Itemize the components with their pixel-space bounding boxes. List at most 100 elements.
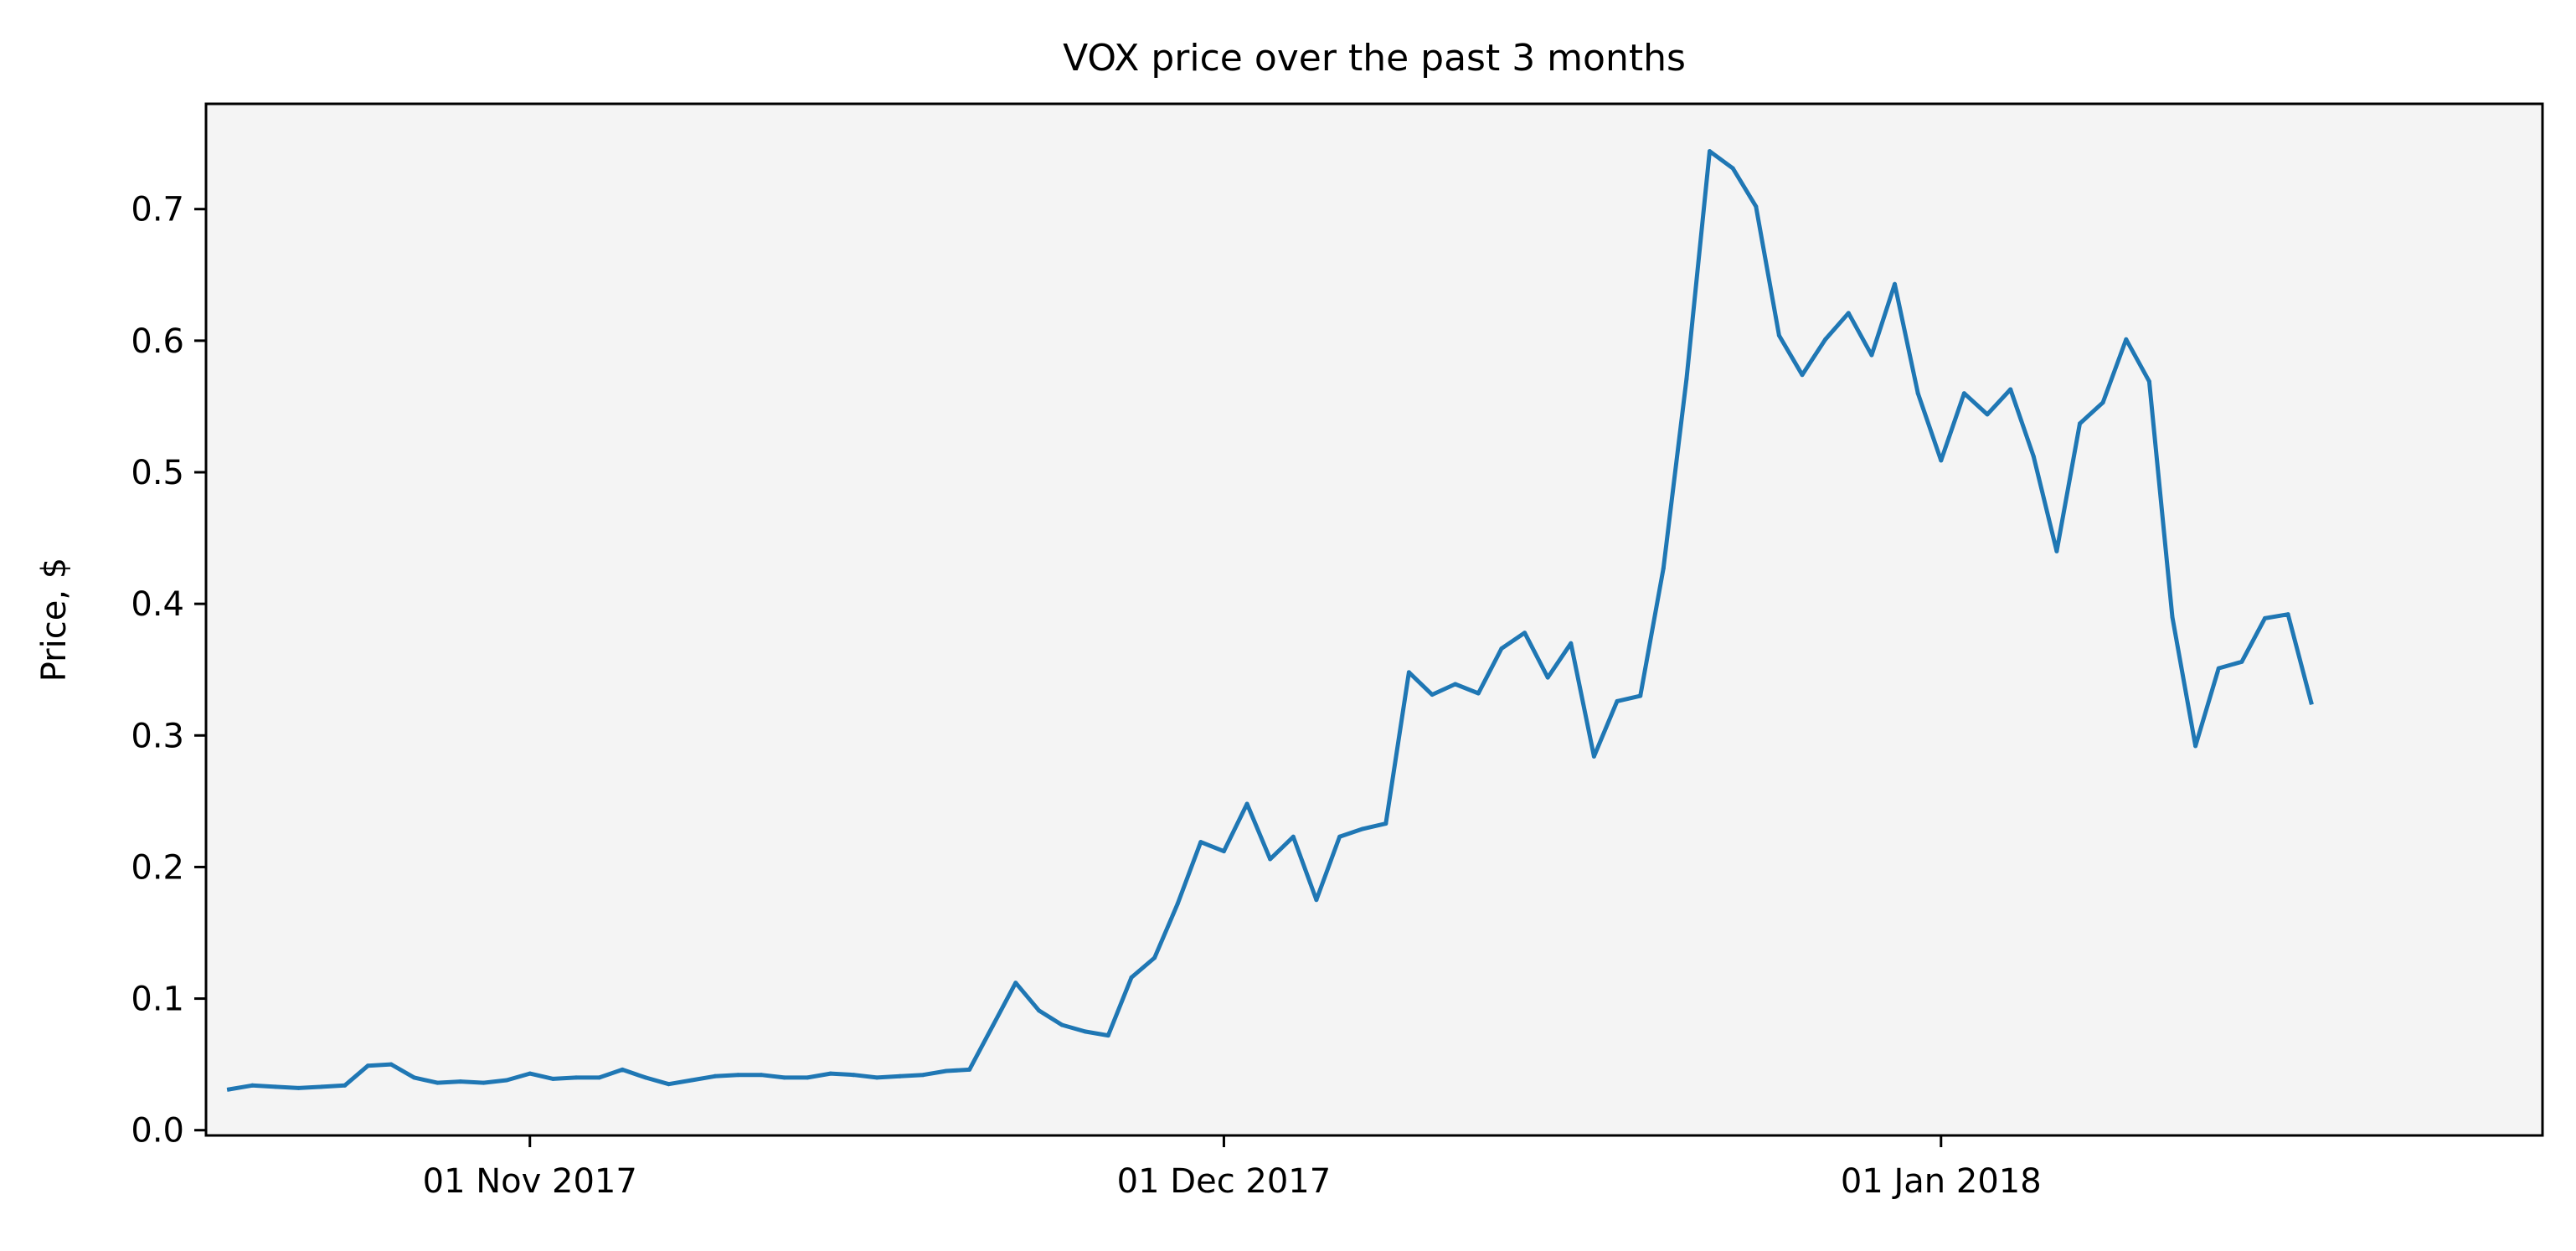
- data-point: [1037, 1008, 1041, 1013]
- data-point: [1893, 281, 1897, 286]
- data-point: [2008, 387, 2013, 392]
- data-point: [967, 1067, 972, 1072]
- data-point: [713, 1073, 718, 1079]
- y-tick-label: 0.6: [131, 322, 184, 361]
- data-point: [343, 1083, 348, 1088]
- data-point: [620, 1067, 625, 1072]
- x-tick-label: 01 Jan 2018: [1841, 1162, 2042, 1201]
- data-point: [1591, 754, 1596, 759]
- data-point: [1175, 901, 1180, 906]
- data-point: [1291, 834, 1296, 839]
- y-tick-label: 0.0: [131, 1112, 184, 1151]
- data-point: [1823, 337, 1828, 342]
- data-point: [2193, 744, 2198, 749]
- data-point: [1430, 692, 1435, 698]
- data-point: [852, 1073, 856, 1078]
- y-axis: 0.0 0.1 0.2 0.3 0.4 0.5 0.6 0.7: [131, 191, 206, 1151]
- data-point: [920, 1073, 925, 1078]
- data-point: [1476, 691, 1481, 696]
- y-tick-label: 0.7: [131, 191, 184, 229]
- data-point: [2100, 400, 2105, 405]
- data-point: [805, 1075, 810, 1080]
- data-point: [944, 1068, 949, 1073]
- data-point: [1337, 834, 1342, 839]
- data-point: [1244, 801, 1249, 806]
- data-point: [1915, 391, 1920, 396]
- data-point: [389, 1062, 394, 1067]
- series-layer: [226, 149, 2314, 1092]
- data-point: [227, 1087, 232, 1092]
- data-point: [828, 1071, 833, 1076]
- data-point: [643, 1075, 648, 1080]
- data-point: [1105, 1033, 1110, 1038]
- data-point: [1869, 353, 1874, 358]
- data-point: [1638, 693, 1643, 698]
- data-point: [1684, 376, 1689, 381]
- data-point: [1360, 826, 1365, 831]
- data-point: [1661, 566, 1666, 571]
- y-tick-label: 0.3: [131, 717, 184, 755]
- data-point: [782, 1075, 787, 1080]
- data-point: [504, 1078, 509, 1083]
- data-point: [273, 1084, 278, 1089]
- data-point: [759, 1073, 764, 1078]
- data-point: [319, 1084, 324, 1089]
- data-point: [2239, 659, 2244, 664]
- data-point: [1846, 311, 1851, 316]
- data-point: [1522, 631, 1528, 636]
- data-point: [2031, 454, 2036, 459]
- data-point: [550, 1076, 555, 1081]
- data-point: [1985, 412, 1990, 417]
- data-point: [2263, 615, 2267, 620]
- data-point: [990, 1024, 995, 1029]
- y-axis-label: Price, $: [35, 558, 74, 682]
- data-point: [1013, 981, 1018, 986]
- y-tick-label: 0.2: [131, 848, 184, 887]
- data-point: [874, 1075, 879, 1080]
- plot-area: [206, 104, 2543, 1135]
- data-point: [2170, 615, 2175, 620]
- x-tick-label: 01 Dec 2017: [1117, 1162, 1332, 1201]
- data-point: [1383, 821, 1388, 826]
- data-point: [2054, 548, 2059, 553]
- x-axis: 01 Nov 2017 01 Dec 2017 01 Jan 2018: [423, 1135, 2042, 1201]
- data-point: [1754, 204, 1759, 209]
- data-point: [1730, 166, 1735, 171]
- data-point: [528, 1071, 533, 1076]
- data-point: [1152, 955, 1157, 960]
- data-point: [667, 1082, 671, 1087]
- data-point: [412, 1075, 417, 1080]
- data-point: [574, 1075, 579, 1080]
- data-point: [1268, 857, 1273, 862]
- data-point: [1569, 641, 1574, 646]
- data-point: [1708, 149, 1712, 154]
- data-point: [2309, 700, 2314, 705]
- y-tick-label: 0.1: [131, 981, 184, 1019]
- plot-frame: [204, 102, 2544, 1137]
- data-point: [2078, 421, 2082, 426]
- data-point: [1939, 458, 1944, 463]
- data-point: [1776, 333, 1781, 338]
- data-point: [2146, 379, 2151, 384]
- data-point: [1545, 675, 1550, 680]
- y-tick-label: 0.4: [131, 585, 184, 624]
- data-point: [597, 1075, 602, 1080]
- data-point: [482, 1080, 486, 1085]
- data-point: [365, 1063, 370, 1068]
- data-point: [1453, 682, 1458, 687]
- data-point: [2285, 612, 2290, 617]
- data-point: [1198, 840, 1203, 845]
- data-point: [2124, 337, 2129, 342]
- data-point: [458, 1079, 463, 1084]
- data-point: [250, 1083, 255, 1088]
- data-point: [2216, 666, 2221, 671]
- data-point: [435, 1080, 440, 1085]
- data-point: [1406, 670, 1411, 675]
- data-point: [1499, 646, 1504, 651]
- x-tick-label: 01 Nov 2017: [423, 1162, 637, 1201]
- data-point: [1221, 849, 1226, 854]
- data-point: [1615, 698, 1620, 703]
- data-point: [1961, 391, 1966, 396]
